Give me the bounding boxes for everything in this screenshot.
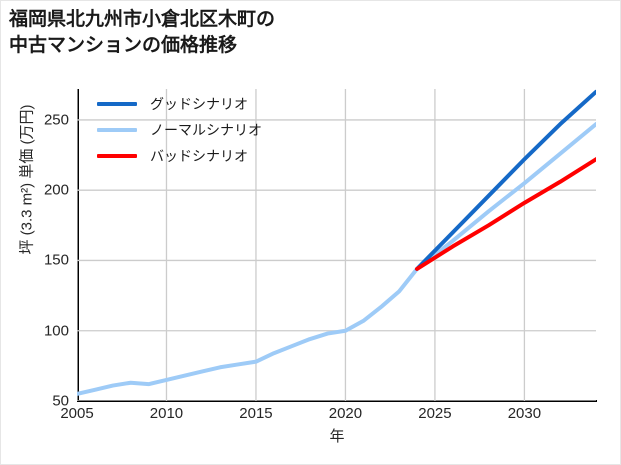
plot-area bbox=[77, 89, 596, 401]
legend-swatch-icon bbox=[97, 102, 137, 106]
series-line bbox=[415, 157, 596, 271]
x-tick-label: 2030 bbox=[507, 405, 542, 422]
series-line bbox=[415, 89, 596, 271]
y-tick-label: 200 bbox=[43, 181, 69, 199]
legend-item[interactable]: グッドシナリオ bbox=[97, 91, 317, 117]
chart-legend: グッドシナリオ ノーマルシナリオ バッドシナリオ bbox=[97, 91, 317, 169]
x-axis-spine bbox=[77, 400, 597, 402]
x-tick-label: 2015 bbox=[239, 405, 273, 422]
x-tick-label: 2025 bbox=[418, 405, 452, 422]
series-lines bbox=[77, 89, 596, 396]
y-axis-spine bbox=[77, 89, 79, 402]
legend-item-label: バッドシナリオ bbox=[150, 148, 248, 164]
x-tick-label: 2010 bbox=[149, 405, 184, 422]
y-tick-label: 100 bbox=[43, 322, 69, 340]
series-line bbox=[77, 122, 596, 396]
y-tick-label: 150 bbox=[43, 251, 69, 269]
legend-item-label: グッドシナリオ bbox=[150, 96, 248, 112]
x-tick-label: 2020 bbox=[328, 405, 363, 422]
y-tick-label: 250 bbox=[43, 111, 69, 129]
legend-swatch-icon bbox=[97, 154, 137, 158]
y-tick-label: 50 bbox=[52, 392, 69, 410]
legend-item[interactable]: バッドシナリオ bbox=[97, 143, 317, 169]
y-axis-label: 坪 (3.3 m²) 単価 (万円) bbox=[18, 104, 36, 255]
chart-plot-svg bbox=[77, 89, 596, 401]
legend-item-label: ノーマルシナリオ bbox=[150, 122, 262, 138]
legend-swatch-icon bbox=[97, 128, 137, 132]
x-axis-label: 年 bbox=[329, 428, 345, 445]
x-tick-label: 2005 bbox=[60, 405, 94, 422]
legend-item[interactable]: ノーマルシナリオ bbox=[97, 117, 317, 143]
chart-title: 福岡県北九州市小倉北区木町の 中古マンションの価格推移 bbox=[9, 9, 276, 56]
